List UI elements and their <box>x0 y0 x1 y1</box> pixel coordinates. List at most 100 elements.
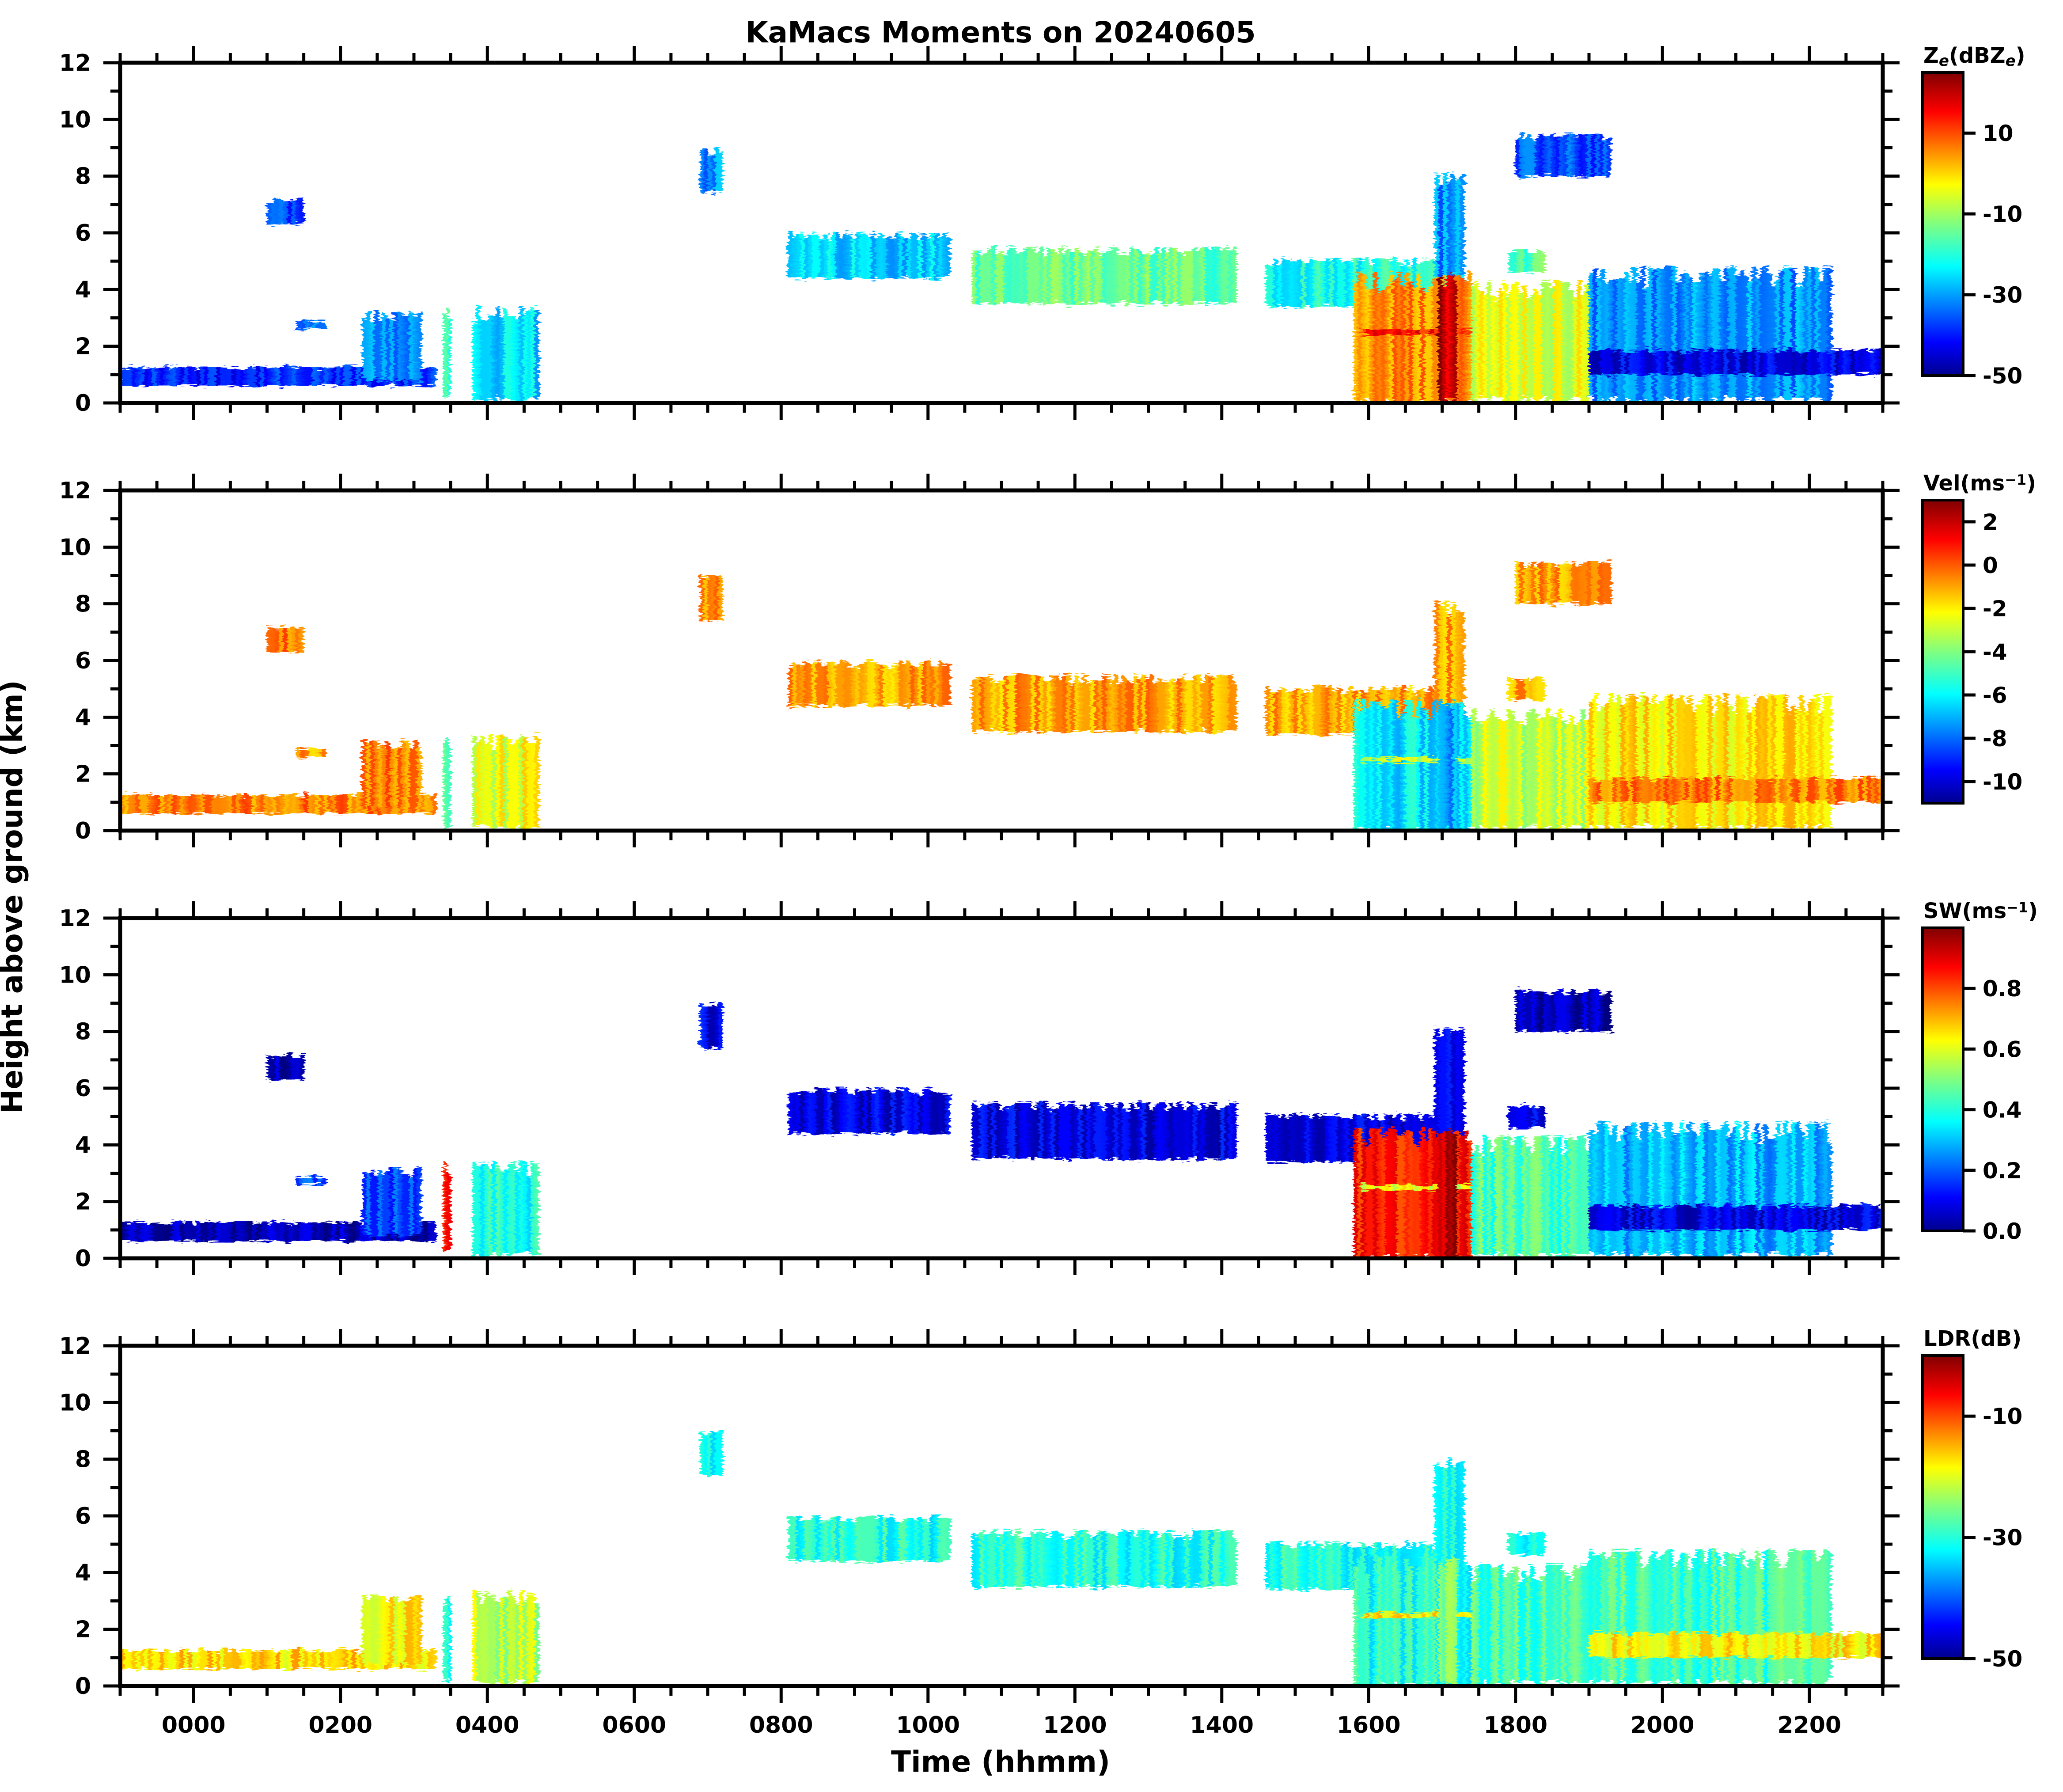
echo-high-cloud-0700 <box>700 1003 723 1050</box>
echo-shallow-cells-0230-0300 <box>362 312 422 382</box>
echo-convective-column-0345 <box>443 739 451 828</box>
echo-intense-core-1710 <box>1438 1122 1457 1258</box>
figure-title: KaMacs Moments on 20240605 <box>745 15 1255 49</box>
colorbar-tick-label: -8 <box>1983 726 2007 752</box>
echo-cloud-1800 <box>1508 1105 1545 1129</box>
y-axis-label: Height above ground (km) <box>0 680 29 1114</box>
x-tick-label: 1600 <box>1337 1712 1401 1739</box>
echo-small-cloud-0120 <box>267 1054 304 1081</box>
echo-high-cloud-0700 <box>700 148 723 194</box>
colorbar-tick-label: -4 <box>1983 639 2007 665</box>
x-tick-label: 0200 <box>308 1712 372 1739</box>
colorbar-label: Vel(ms−1) <box>1923 471 2036 496</box>
y-tick-label: 10 <box>59 1390 91 1416</box>
echo-cloud-layer-1050-1400 <box>972 247 1237 306</box>
echo-low-layer-1900-2300 <box>1589 349 1883 376</box>
x-tick-label: 1200 <box>1043 1712 1107 1739</box>
echo-cloud-1800 <box>1508 677 1545 701</box>
echo-showers-1730-1900 <box>1471 1564 1589 1686</box>
panel-ze: 0 2 4 6 8 10 12 -50 -30 -10 10 Ze(dBZe) <box>59 43 2025 420</box>
x-tick-label: 0400 <box>455 1712 520 1739</box>
colorbar-tick-label: 2 <box>1983 509 1998 535</box>
echo-tower-1710 <box>1434 1458 1464 1562</box>
echo-cloud-layer-0800-1000 <box>788 661 951 707</box>
x-tick-label: 0800 <box>749 1712 813 1739</box>
x-axis-label: Time (hhmm) <box>891 1745 1110 1779</box>
y-tick-label: 8 <box>75 591 91 618</box>
echo-precip-shaft-0400 <box>472 734 539 831</box>
colorbar-ldr <box>1921 1354 1964 1660</box>
y-tick-label: 2 <box>75 1617 91 1643</box>
colorbar-label: Ze(dBZe) <box>1923 43 2025 70</box>
y-tick-label: 12 <box>59 1333 91 1359</box>
y-tick-label: 8 <box>75 1019 91 1045</box>
echo-low-layer-1900-2300 <box>1589 777 1883 803</box>
y-tick-label: 0 <box>75 1673 91 1700</box>
x-tick-label: 2200 <box>1777 1712 1841 1739</box>
panel-vel: 0 2 4 6 8 10 12 -10 -8 -6 -4 -2 0 2 Vel(ms−1) <box>59 471 2036 847</box>
y-tick-label: 10 <box>59 962 91 988</box>
echo-precip-shaft-0400 <box>472 1589 539 1686</box>
echo-cirrus-1830-1930 <box>1515 133 1612 178</box>
echo-low-layer-1900-2300 <box>1589 1632 1883 1659</box>
y-tick-label: 10 <box>59 106 91 133</box>
y-tick-label: 2 <box>75 1189 91 1215</box>
echo-cloud-layer-0800-1000 <box>788 1516 951 1563</box>
x-tick-label: 1400 <box>1190 1712 1254 1739</box>
y-tick-label: 6 <box>75 648 91 674</box>
colorbar-tick-label: -2 <box>1983 596 2007 622</box>
echo-cloud-1800 <box>1508 1533 1545 1556</box>
echo-cirrus-1830-1930 <box>1515 561 1612 605</box>
echo-small-cloud-0120 <box>267 199 304 225</box>
echo-cloud-layer-1050-1400 <box>972 1102 1237 1161</box>
echo-fallstreaks-1900-2230 <box>1589 695 1832 831</box>
echo-convective-column-0345 <box>443 306 451 398</box>
panels: 0 2 4 6 8 10 12 -50 -30 -10 10 Ze(dBZe) 0 2 4 6 8 10 12 -10… <box>59 43 2038 1739</box>
echo-shallow-cells-0230-0300 <box>362 1595 422 1665</box>
echo-small-cloud-0150 <box>296 320 326 330</box>
echo-cloud-layer-0800-1000 <box>788 1088 951 1135</box>
echo-cloud-1800 <box>1508 250 1545 273</box>
echo-tower-1710 <box>1434 1029 1464 1133</box>
echo-low-layer-1900-2300 <box>1589 1204 1883 1231</box>
y-tick-label: 4 <box>75 1132 91 1158</box>
colorbar-tick-label: 0.4 <box>1983 1097 2022 1123</box>
echo-precip-shaft-0400 <box>472 1162 539 1258</box>
colorbar-tick-label: 0.8 <box>1983 976 2022 1002</box>
colorbar-tick-label: -10 <box>1983 769 2022 795</box>
y-tick-label: 4 <box>75 277 91 303</box>
colorbar-ze <box>1921 71 1964 377</box>
echo-cloud-layer-1050-1400 <box>972 1530 1237 1589</box>
echo-precip-shaft-0400 <box>472 306 539 402</box>
y-tick-label: 10 <box>59 534 91 561</box>
colorbar-tick-label: -30 <box>1983 282 2022 308</box>
y-tick-label: 6 <box>75 1503 91 1530</box>
y-tick-label: 0 <box>75 1245 91 1272</box>
echo-tower-1710 <box>1434 173 1464 277</box>
echo-cirrus-1830-1930 <box>1515 989 1612 1033</box>
echo-cloud-layer-0800-1000 <box>788 233 951 280</box>
colorbar-vel <box>1921 499 1964 805</box>
echo-fallstreaks-1900-2230 <box>1589 1122 1832 1258</box>
colorbar-tick-label: 0.0 <box>1983 1219 2022 1244</box>
echo-intense-core-1710 <box>1438 267 1457 403</box>
y-tick-label: 12 <box>59 905 91 932</box>
echo-intense-core-1710 <box>1438 695 1457 831</box>
y-tick-label: 12 <box>59 50 91 76</box>
echo-shallow-cells-0230-0300 <box>362 740 422 810</box>
y-tick-label: 0 <box>75 390 91 417</box>
colorbar-tick-label: 0.2 <box>1983 1158 2022 1184</box>
colorbar-tick-label: -50 <box>1983 1646 2022 1672</box>
echo-cloud-layer-1050-1400 <box>972 675 1237 733</box>
y-tick-label: 6 <box>75 220 91 247</box>
x-tick-label: 0600 <box>602 1712 666 1739</box>
y-tick-label: 4 <box>75 704 91 731</box>
colorbar-tick-label: 10 <box>1983 121 2014 146</box>
colorbar-tick-label: -10 <box>1983 201 2022 227</box>
colorbar-tick-label: -10 <box>1983 1404 2022 1429</box>
echo-showers-1730-1900 <box>1471 1136 1589 1258</box>
echo-fallstreaks-1900-2230 <box>1589 267 1832 403</box>
y-tick-label: 2 <box>75 334 91 360</box>
y-tick-label: 6 <box>75 1075 91 1102</box>
echo-convective-column-0345 <box>443 1162 451 1253</box>
